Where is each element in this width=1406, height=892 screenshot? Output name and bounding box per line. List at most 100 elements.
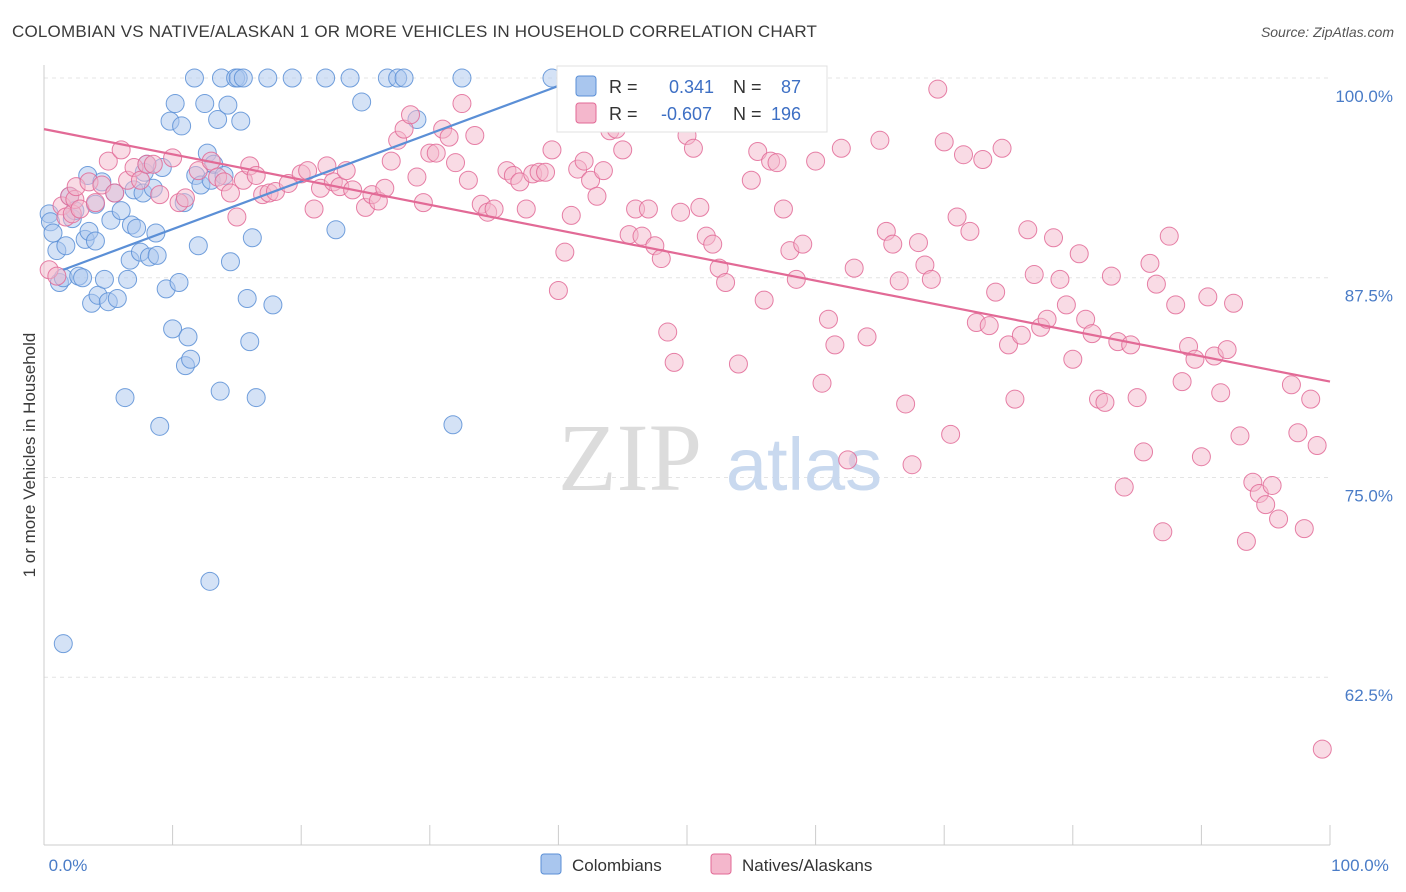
point-natives-82 (593, 161, 613, 181)
point-natives-177 (1230, 426, 1250, 446)
point-natives-165 (1153, 522, 1173, 542)
point-natives-105 (754, 290, 774, 310)
point-colombians-81 (340, 68, 360, 88)
point-colombians-66 (218, 95, 238, 115)
point-colombians-59 (200, 571, 220, 591)
point-natives-157 (1101, 266, 1121, 286)
point-colombians-48 (172, 116, 192, 136)
point-colombians-53 (184, 68, 204, 88)
point-natives-166 (1159, 226, 1179, 246)
point-natives-81 (587, 186, 607, 206)
y-tick-label-2: 75.0% (1345, 486, 1393, 505)
point-natives-79 (574, 151, 594, 171)
stats-swatch-colombians (575, 75, 597, 97)
point-colombians-55 (188, 236, 208, 256)
point-natives-184 (1281, 375, 1301, 395)
point-natives-39 (304, 199, 324, 219)
point-colombians-26 (111, 201, 131, 221)
y-tick-label-0: 100.0% (1335, 87, 1393, 106)
point-colombians-78 (282, 68, 302, 88)
point-natives-120 (857, 327, 877, 347)
point-natives-164 (1146, 274, 1166, 294)
point-colombians-45 (163, 319, 183, 339)
point-natives-93 (664, 352, 684, 372)
point-natives-13 (105, 183, 125, 203)
point-natives-50 (381, 151, 401, 171)
point-colombians-25 (107, 289, 127, 309)
point-colombians-70 (231, 111, 251, 131)
point-natives-57 (426, 143, 446, 163)
point-colombians-21 (94, 269, 114, 289)
point-natives-163 (1140, 253, 1160, 273)
y-tick-label-1: 87.5% (1345, 287, 1393, 306)
point-natives-124 (889, 271, 909, 291)
point-colombians-18 (85, 231, 105, 251)
source-label: Source: ZipAtlas.com (1260, 24, 1394, 40)
legend-label-colombians: Colombians (572, 856, 662, 875)
point-colombians-71 (233, 68, 253, 88)
point-natives-142 (1005, 389, 1025, 409)
point-natives-140 (992, 138, 1012, 158)
point-natives-181 (1256, 495, 1276, 515)
point-natives-110 (786, 269, 806, 289)
point-natives-138 (979, 316, 999, 336)
point-natives-151 (1063, 349, 1083, 369)
point-natives-159 (1114, 477, 1134, 497)
point-natives-1 (47, 266, 67, 286)
point-natives-189 (1312, 739, 1332, 759)
stats-r-label-colombians: R = (609, 77, 638, 97)
point-colombians-27 (115, 388, 135, 408)
point-colombians-76 (258, 68, 278, 88)
point-natives-76 (555, 242, 575, 262)
point-natives-126 (902, 455, 922, 475)
point-natives-139 (986, 282, 1006, 302)
legend: Colombians Natives/Alaskans (540, 853, 872, 875)
x-tick-label-0: 0.0% (49, 856, 88, 875)
point-natives-132 (941, 424, 961, 444)
point-natives-99 (703, 234, 723, 254)
point-colombians-52 (181, 349, 201, 369)
point-colombians-12 (73, 268, 93, 288)
point-natives-59 (439, 127, 459, 147)
point-natives-167 (1166, 295, 1186, 315)
point-colombians-28 (118, 269, 138, 289)
y-tick-labels: 100.0% 87.5% 75.0% 62.5% (1335, 87, 1393, 705)
point-natives-123 (883, 234, 903, 254)
point-natives-49 (375, 178, 395, 198)
point-natives-156 (1095, 392, 1115, 412)
point-natives-118 (838, 450, 858, 470)
point-colombians-41 (150, 416, 170, 436)
point-natives-150 (1056, 295, 1076, 315)
watermark: ZIP atlas (558, 404, 882, 511)
point-natives-147 (1037, 309, 1057, 329)
point-colombians-67 (220, 252, 240, 272)
point-colombians-63 (210, 381, 230, 401)
point-natives-53 (401, 105, 421, 125)
stats-r-value-natives: -0.607 (661, 104, 712, 124)
stats-n-value-colombians: 87 (781, 77, 801, 97)
point-natives-178 (1236, 531, 1256, 551)
point-natives-89 (638, 199, 658, 219)
point-colombians-72 (237, 289, 257, 309)
point-natives-115 (818, 309, 838, 329)
x-tick-label-1: 100.0% (1331, 856, 1389, 875)
point-natives-20 (150, 185, 170, 205)
point-colombians-74 (242, 228, 262, 248)
point-natives-23 (175, 188, 195, 208)
stats-n-label-natives: N = (733, 104, 762, 124)
point-natives-70 (516, 199, 536, 219)
point-natives-94 (671, 202, 691, 222)
point-natives-135 (960, 221, 980, 241)
point-natives-131 (934, 132, 954, 152)
point-natives-125 (896, 394, 916, 414)
point-natives-62 (458, 170, 478, 190)
point-natives-92 (658, 322, 678, 342)
point-natives-121 (870, 130, 890, 150)
point-natives-119 (844, 258, 864, 278)
point-natives-172 (1198, 287, 1218, 307)
point-colombians-82 (352, 92, 372, 112)
trend-line-natives (43, 128, 1331, 383)
point-colombians-32 (127, 218, 147, 238)
point-natives-61 (452, 94, 472, 114)
